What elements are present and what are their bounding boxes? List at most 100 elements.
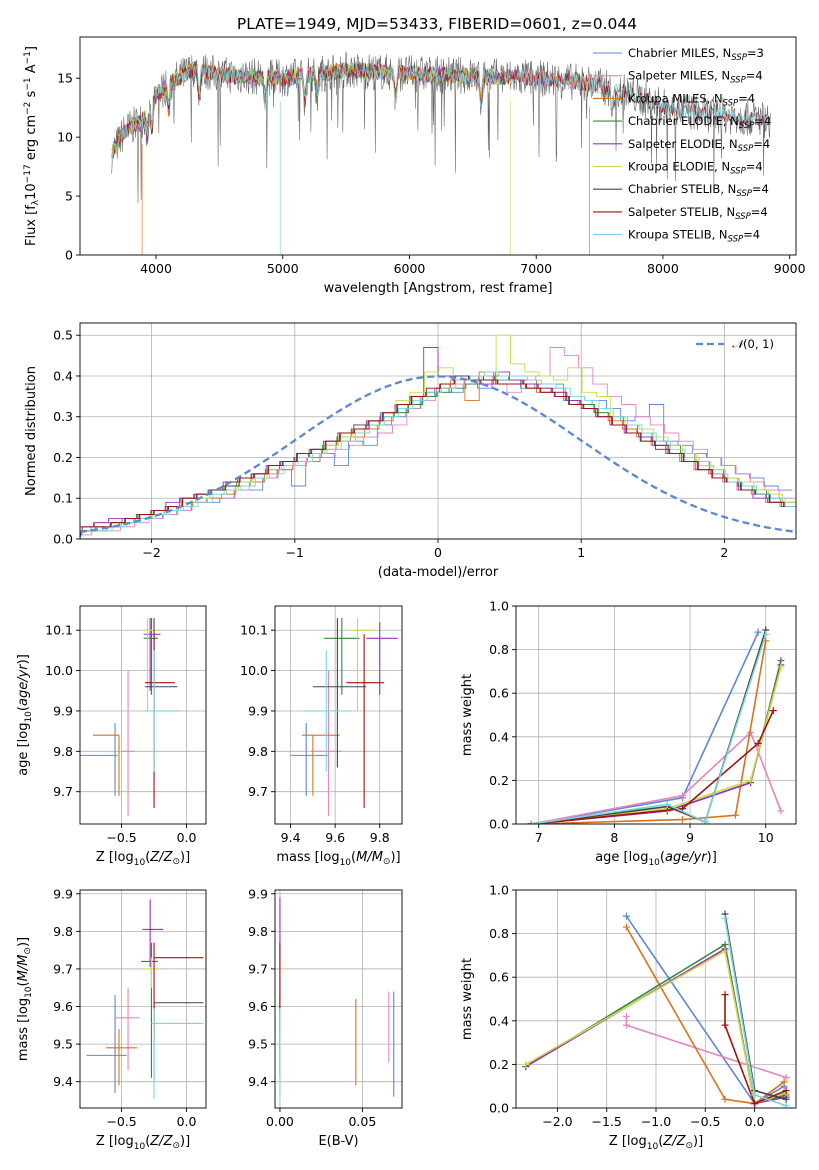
legend-entry: Chabrier MILES, NSSP=3 <box>628 46 764 63</box>
weight-point <box>663 800 671 808</box>
y-tick-label: 9.8 <box>53 744 73 759</box>
plot-area <box>111 52 771 255</box>
errorbar-salpeter-miles <box>121 670 135 816</box>
weight-point <box>527 820 535 824</box>
x-tick-label: 0.00 <box>266 1114 294 1129</box>
axes-frame <box>79 36 797 256</box>
plot-area <box>86 899 204 1099</box>
y-tick-label: 9.8 <box>248 744 268 759</box>
y-axis-label: mass weight <box>460 958 475 1040</box>
x-tick-label: 7 <box>535 830 543 845</box>
x-axis-label: Z [log10(Z/Z⊙)] <box>96 1134 190 1152</box>
panel-age-vs-mass: 9.4 9.6 9.8 9.7 9.8 9.9 10.0 10.1 mass [log10(M/… <box>240 605 403 868</box>
y-tick-label: 0.8 <box>489 926 509 941</box>
x-tick-label: 6000 <box>394 261 426 276</box>
weight-point <box>762 630 770 638</box>
weight-path <box>724 994 787 1105</box>
y-tick-label: 1.0 <box>489 883 509 898</box>
errorbar-salpeter-stelib <box>346 634 385 808</box>
x-tick-label: −1.0 <box>641 1114 671 1129</box>
y-tick-label: 9.7 <box>248 784 268 799</box>
weight-point <box>678 792 686 800</box>
panel-massweight-vs-Z: −2.0 −1.5 −1.0 −0.5 0.0 0.0 0.2 0.4 0.6 0.8 1.0 Z [… <box>460 883 797 1152</box>
y-tick-label: 0.6 <box>489 686 509 701</box>
weight-point <box>751 1091 759 1099</box>
x-tick-label: 5000 <box>267 261 299 276</box>
weight-point <box>754 739 762 747</box>
panel-mass-vs-EBV: 0.00 0.05 9.4 9.5 9.6 9.7 9.8 9.9 E(B-V) <box>248 886 403 1149</box>
histogram-kroupa-stelib <box>80 371 796 539</box>
weight-path <box>525 949 787 1105</box>
weight-line-kroupa-stelib <box>721 914 790 1108</box>
x-tick-label: −2 <box>142 545 160 560</box>
weight-point <box>780 1078 788 1086</box>
axes-frame <box>79 322 797 540</box>
x-axis-label: E(B-V) <box>318 1134 358 1149</box>
x-tick-label: 0.05 <box>348 1114 376 1129</box>
y-tick-label: 0.8 <box>489 642 509 657</box>
x-tick-label: 9 <box>686 830 694 845</box>
y-tick-label: 9.9 <box>53 703 73 718</box>
weight-point <box>721 1021 729 1029</box>
y-tick-label: 10.1 <box>45 623 73 638</box>
weight-point <box>622 923 630 931</box>
x-tick-label: 9000 <box>774 261 806 276</box>
weight-point <box>769 707 777 715</box>
y-tick-label: 9.5 <box>53 1037 73 1052</box>
weight-point <box>622 1021 630 1029</box>
x-tick-label: 8 <box>610 830 618 845</box>
y-tick-label: 0.0 <box>489 817 509 832</box>
weight-point <box>731 811 739 819</box>
x-tick-label: 0.0 <box>745 1114 765 1129</box>
legend-entry: Salpeter ELODIE, NSSP=4 <box>628 137 770 154</box>
weight-point <box>622 1012 630 1020</box>
x-tick-label: 9.4 <box>281 830 301 845</box>
y-tick-label: 0 <box>65 248 73 263</box>
y-tick-label: 9.8 <box>248 924 268 939</box>
x-axis-label: mass [log10(M/M⊙)] <box>276 850 400 868</box>
legend-entry: Salpeter STELIB, NSSP=4 <box>628 205 768 222</box>
errorbar-chabrier-stelib <box>312 618 367 768</box>
errorbar-kroupa-miles <box>105 1029 138 1086</box>
weight-path <box>530 634 767 824</box>
errorbar-kroupa-elodie <box>348 618 376 711</box>
figure-title: PLATE=1949, MJD=53433, FIBERID=0601, z=0… <box>237 15 637 33</box>
errorbar-kroupa-miles <box>92 734 120 796</box>
y-tick-label: 9.9 <box>248 703 268 718</box>
y-tick-label: 9.4 <box>53 1074 73 1089</box>
axes-frame <box>274 889 403 1109</box>
gaussian-curve <box>80 375 796 534</box>
y-tick-label: 9.7 <box>53 784 73 799</box>
y-tick-label: 0.4 <box>489 1013 509 1028</box>
histogram-salpeter-stelib <box>80 375 796 539</box>
y-tick-label: 9.4 <box>248 1074 268 1089</box>
y-tick-label: 0.2 <box>53 450 73 465</box>
x-tick-label: −0.5 <box>690 1114 720 1129</box>
panel-spectrum: 4000 5000 6000 7000 8000 9000 0 5 10 15 wavelength… <box>23 36 806 296</box>
errorbar-kroupa-stelib <box>144 650 181 772</box>
errorbar-salpeter-elodie <box>142 899 164 968</box>
weight-point <box>782 1095 790 1103</box>
weight-point <box>522 1060 530 1068</box>
weight-point <box>721 1095 729 1103</box>
weight-path <box>530 731 782 824</box>
weight-point <box>721 991 729 999</box>
x-axis-label: wavelength [Angstrom, rest frame] <box>324 281 553 296</box>
y-tick-label: 10.1 <box>240 623 268 638</box>
y-tick-label: 0.5 <box>53 328 73 343</box>
axes-frame <box>79 605 207 825</box>
y-tick-label: 9.6 <box>248 999 268 1014</box>
x-tick-label: −0.5 <box>106 1114 136 1129</box>
x-tick-label: 9.8 <box>370 830 390 845</box>
errorbar-kroupa-stelib <box>151 1008 204 1099</box>
weight-point <box>777 807 785 815</box>
plot-area <box>279 897 395 1099</box>
x-tick-label: 9.6 <box>325 830 345 845</box>
weight-point <box>678 816 686 824</box>
plot-area <box>522 910 790 1108</box>
x-tick-label: −2.0 <box>542 1114 572 1129</box>
x-tick-label: 0.0 <box>177 1114 197 1129</box>
y-tick-label: 10.0 <box>240 663 268 678</box>
legend-entry: Kroupa ELODIE, NSSP=4 <box>628 160 763 177</box>
errorbar-chabrier-miles <box>86 995 127 1093</box>
